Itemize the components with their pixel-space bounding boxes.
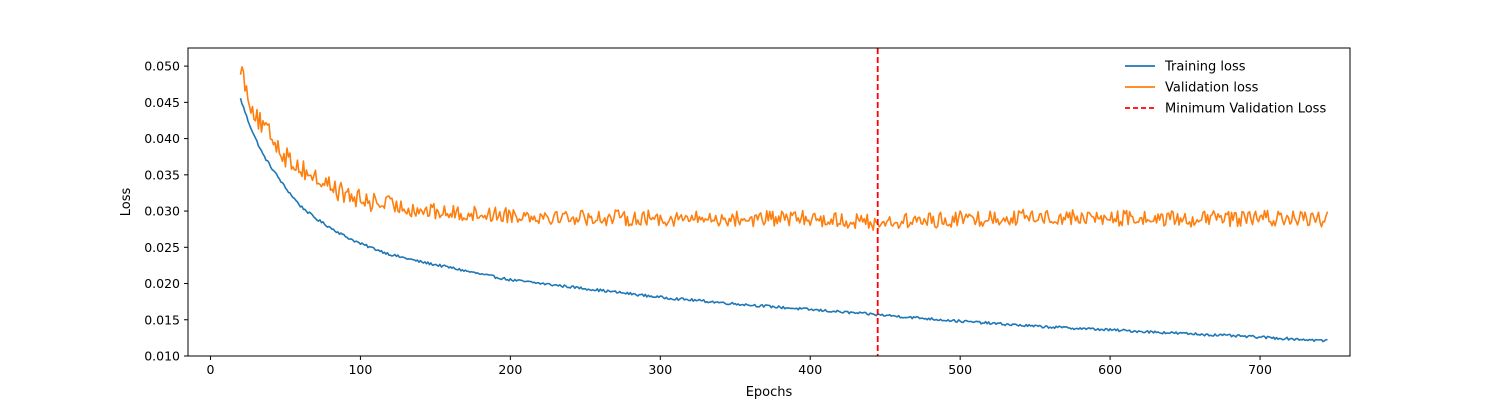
x-tick-label: 300 <box>648 362 672 377</box>
y-axis-label: Loss <box>119 188 134 217</box>
x-tick-label: 200 <box>498 362 522 377</box>
y-tick-label: 0.050 <box>144 59 180 74</box>
x-tick-label: 600 <box>1098 362 1122 377</box>
x-tick-label: 0 <box>207 362 215 377</box>
legend-label-training-loss: Training loss <box>1164 60 1246 75</box>
x-axis-label: Epochs <box>746 385 793 400</box>
y-tick-label: 0.045 <box>144 95 180 110</box>
y-tick-label: 0.040 <box>144 131 180 146</box>
y-tick-label: 0.030 <box>144 204 180 219</box>
y-tick-label: 0.025 <box>144 240 180 255</box>
legend: Training loss Validation loss Minimum Va… <box>1125 60 1326 117</box>
series-line-validation-loss <box>239 66 1329 232</box>
y-tick-label: 0.010 <box>144 349 180 364</box>
x-tick-label: 500 <box>948 362 972 377</box>
plot-frame <box>187 47 1351 357</box>
x-axis: 0 100 200 300 400 500 600 700 <box>207 356 1272 377</box>
y-axis: 0.010 0.015 0.020 0.025 0.030 0.035 0.040 0.045… <box>144 59 188 364</box>
x-tick-label: 700 <box>1248 362 1272 377</box>
y-tick-label: 0.015 <box>144 312 180 327</box>
series-line-training-loss <box>239 97 1328 343</box>
legend-label-minimum-validation-loss: Minimum Validation Loss <box>1165 102 1326 117</box>
legend-label-validation-loss: Validation loss <box>1165 81 1259 96</box>
x-tick-label: 100 <box>348 362 372 377</box>
y-tick-label: 0.020 <box>144 276 180 291</box>
x-tick-label: 400 <box>798 362 822 377</box>
y-tick-label: 0.035 <box>144 167 180 182</box>
plot-layer <box>239 48 1329 356</box>
